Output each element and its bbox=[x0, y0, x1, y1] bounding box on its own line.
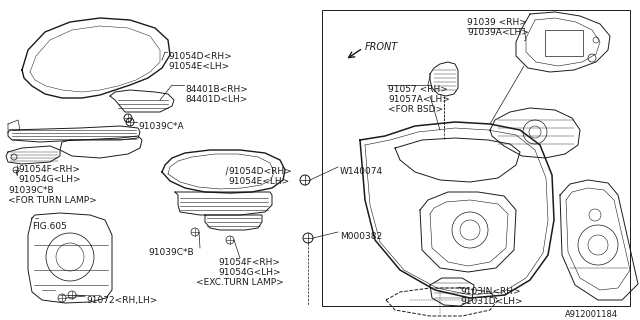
Text: M000382: M000382 bbox=[340, 232, 382, 241]
Text: 84401D<LH>: 84401D<LH> bbox=[185, 95, 248, 104]
Text: <EXC.TURN LAMP>: <EXC.TURN LAMP> bbox=[196, 278, 284, 287]
Text: <FOR TURN LAMP>: <FOR TURN LAMP> bbox=[8, 196, 97, 205]
Text: 91054G<LH>: 91054G<LH> bbox=[218, 268, 280, 277]
Text: 91031D<LH>: 91031D<LH> bbox=[460, 297, 523, 306]
Text: 91039 <RH>: 91039 <RH> bbox=[467, 18, 527, 27]
Text: 9103IN<RH>: 9103IN<RH> bbox=[460, 287, 520, 296]
Text: 91054G<LH>: 91054G<LH> bbox=[18, 175, 81, 184]
Text: 91054D<RH>: 91054D<RH> bbox=[228, 167, 292, 176]
Text: 91057A<LH>: 91057A<LH> bbox=[388, 95, 450, 104]
Text: FRONT: FRONT bbox=[365, 42, 398, 52]
Bar bbox=[322, 10, 630, 306]
Text: 91057 <RH>: 91057 <RH> bbox=[388, 85, 448, 94]
Text: <FOR BSD>: <FOR BSD> bbox=[388, 105, 443, 114]
Text: FIG.605: FIG.605 bbox=[32, 222, 67, 231]
Text: 91054D<RH>: 91054D<RH> bbox=[168, 52, 232, 61]
Text: 91039C*B: 91039C*B bbox=[8, 186, 54, 195]
Text: A912001184: A912001184 bbox=[565, 310, 618, 319]
Text: 91054E<LH>: 91054E<LH> bbox=[228, 177, 289, 186]
Text: 91039C*A: 91039C*A bbox=[138, 122, 184, 131]
Text: 84401B<RH>: 84401B<RH> bbox=[185, 85, 248, 94]
Text: 91054F<RH>: 91054F<RH> bbox=[218, 258, 280, 267]
Bar bbox=[545, 30, 583, 56]
Text: 91039A<LH>: 91039A<LH> bbox=[467, 28, 529, 37]
Text: 91054F<RH>: 91054F<RH> bbox=[18, 165, 80, 174]
Text: 91054E<LH>: 91054E<LH> bbox=[168, 62, 229, 71]
Text: W140074: W140074 bbox=[340, 167, 383, 176]
Text: 91039C*B: 91039C*B bbox=[148, 248, 194, 257]
Text: 91072<RH,LH>: 91072<RH,LH> bbox=[86, 296, 157, 305]
